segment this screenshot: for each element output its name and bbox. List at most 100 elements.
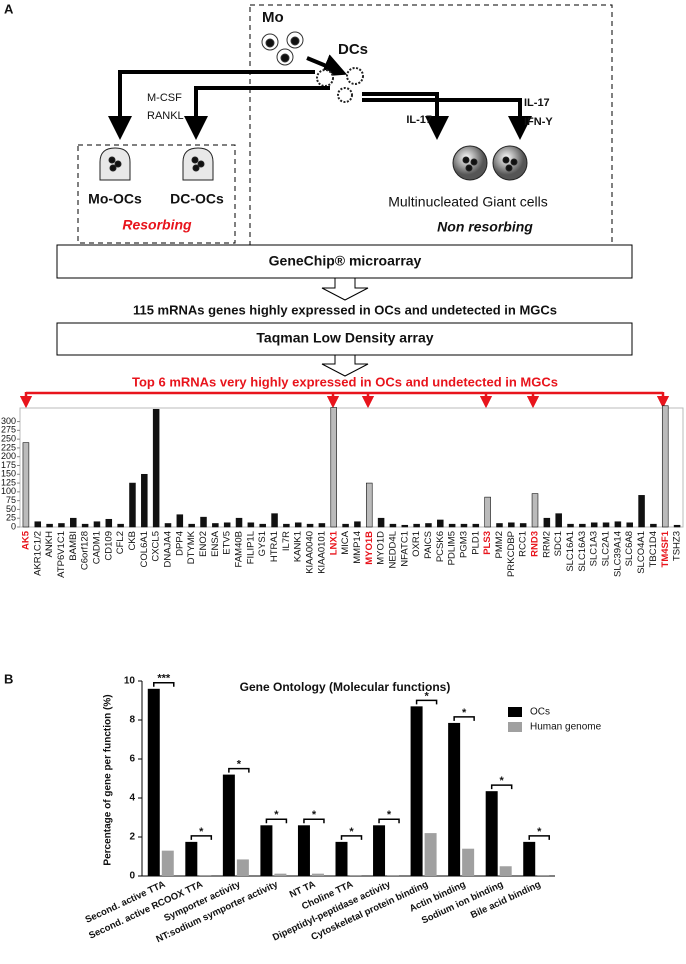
x-tick-label: KANK1	[293, 531, 304, 562]
arrow	[184, 86, 330, 140]
significance-label: *	[349, 826, 354, 838]
x-tick-label: CKB	[127, 531, 138, 551]
x-tick-label: SLC16A3	[577, 531, 588, 572]
bar	[223, 522, 231, 528]
red-arrows	[19, 391, 670, 409]
bar	[164, 523, 172, 528]
y-tick-label: 100	[1, 486, 16, 496]
resorbing: Resorbing	[122, 217, 192, 233]
bar	[147, 688, 160, 876]
x-tick-label: FILIP1L	[245, 531, 256, 564]
bar	[650, 523, 657, 528]
bar	[259, 523, 266, 528]
legend-swatch	[508, 707, 522, 717]
bar	[387, 875, 400, 876]
bar	[413, 523, 420, 528]
bar	[519, 523, 527, 528]
x-tick-label: PMM2	[494, 531, 505, 558]
y-tick-label: 50	[6, 504, 16, 514]
bar	[626, 522, 633, 528]
bar	[354, 521, 361, 528]
x-tick-label: MYO1B	[364, 531, 375, 565]
significance-label: ***	[157, 673, 171, 685]
bar	[188, 523, 195, 528]
x-tick-label: MICA	[340, 530, 351, 554]
y-tick-label: 4	[129, 793, 135, 804]
significance-bracket	[490, 784, 513, 790]
taqman-box	[56, 322, 633, 356]
monocytes	[261, 31, 304, 66]
significance-label: *	[500, 775, 505, 787]
significance-bracket	[303, 818, 325, 824]
bar	[460, 523, 468, 528]
x-tick-label: SLC39A14	[612, 531, 623, 577]
x-tick-label: MMP14	[352, 531, 363, 564]
arrow	[108, 70, 315, 140]
bar	[212, 523, 219, 528]
bar	[462, 848, 475, 876]
bar	[661, 405, 669, 528]
y-tick-label: 250	[1, 434, 16, 444]
arrow	[306, 54, 348, 77]
bar	[349, 875, 362, 876]
x-tick-label: ATP6V1C1	[56, 531, 67, 578]
bar	[129, 482, 136, 528]
x-tick-label: DNAJA4	[163, 531, 174, 567]
x-tick-label: PLD1	[470, 531, 481, 555]
x-tick-label: SLCO4A1	[636, 531, 647, 574]
x-tick-label: GYS1	[257, 531, 268, 556]
y-axis-label: Percentage of gene per function (%)	[103, 694, 114, 865]
y-tick-label: 8	[129, 715, 135, 726]
bar	[185, 841, 198, 876]
bar	[161, 850, 174, 876]
bar	[297, 825, 310, 876]
bar	[448, 523, 456, 528]
y-tick-label: 300	[1, 416, 16, 426]
significance-label: *	[537, 826, 542, 838]
step-text: 115 mRNAs genes highly expressed in OCs …	[133, 302, 557, 317]
significance-label: *	[312, 809, 317, 821]
significance-bracket	[190, 835, 213, 840]
bar	[508, 522, 515, 528]
bar	[373, 825, 386, 876]
y-tick-label: 10	[124, 676, 136, 687]
bar	[425, 523, 432, 528]
legend-label: Human genome	[530, 722, 602, 733]
non-resorbing: Non resorbing	[437, 219, 533, 235]
bar	[222, 774, 235, 876]
il17: IL-17	[524, 97, 550, 109]
significance-label: *	[462, 707, 467, 719]
bar	[141, 473, 148, 528]
bar	[235, 517, 243, 528]
x-tick-label: MYO1D	[376, 531, 387, 565]
y-tick-label: 75	[6, 495, 16, 505]
x-tick-label: KIAA0040	[305, 531, 316, 574]
x-tick-label: TSHZ3	[672, 531, 683, 561]
x-tick-label: COL6A1	[139, 531, 150, 567]
x-tick-label: RCC1	[518, 531, 529, 557]
x-tick-label: ANKH	[44, 531, 55, 558]
x-tick-label: CADM1	[91, 531, 102, 564]
y-tick-label: 125	[1, 477, 16, 487]
bar	[260, 825, 273, 876]
arrow	[362, 92, 449, 140]
bar	[117, 523, 124, 528]
giant-cells	[452, 145, 528, 181]
bar	[236, 859, 249, 876]
il17: IL-17	[406, 114, 432, 126]
x-tick-label: CXCL5	[151, 531, 162, 562]
x-tick-label: ENO2	[198, 531, 209, 557]
significance-bracket	[228, 767, 250, 773]
x-tick-label: RRM2	[541, 531, 552, 558]
significance-label: *	[424, 690, 429, 702]
bar	[335, 841, 348, 876]
bar	[523, 841, 536, 876]
y-tick-label: 175	[1, 460, 16, 470]
bar	[673, 524, 681, 528]
bar	[499, 866, 512, 876]
significance-label: *	[274, 809, 279, 821]
bar	[70, 517, 77, 528]
y-tick-label: 25	[6, 513, 16, 523]
